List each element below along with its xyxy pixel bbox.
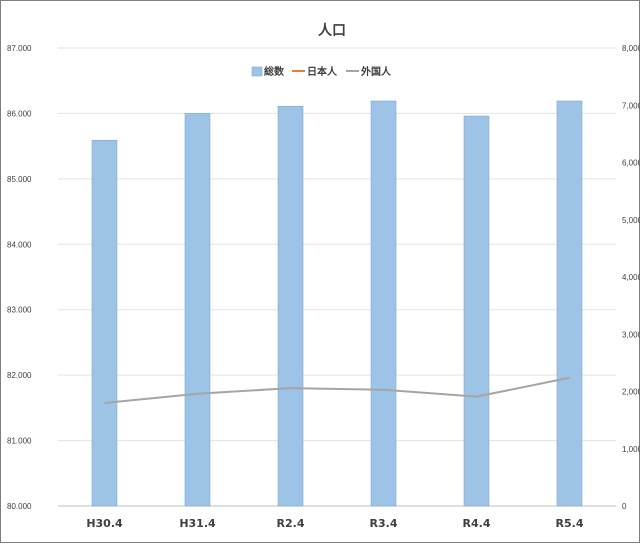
legend-label: 総数 bbox=[264, 65, 285, 78]
legend-label: 日本人 bbox=[307, 65, 338, 78]
gridlines bbox=[58, 47, 616, 507]
bar-total bbox=[556, 100, 583, 507]
right-axis-tick-label: 1,000 bbox=[622, 445, 640, 454]
right-axis-tick-label: 7,000 bbox=[622, 101, 640, 110]
right-axis-tick-label: 4,000 bbox=[622, 273, 640, 282]
legend-swatch-total bbox=[251, 66, 263, 77]
category-label: R5.4 bbox=[556, 517, 584, 530]
left-axis-tick-label: 87.000 bbox=[7, 44, 32, 53]
right-axis-tick-label: 3,000 bbox=[622, 330, 640, 339]
right-axis-tick-label: 0 bbox=[622, 502, 627, 511]
right-axis-tick-label: 2,000 bbox=[622, 388, 640, 397]
left-axis-tick-label: 84.000 bbox=[7, 240, 32, 249]
line-foreign bbox=[104, 376, 570, 404]
bar-total bbox=[184, 113, 211, 507]
legend: 総数 日本人 外国人 bbox=[251, 65, 392, 78]
bar-series bbox=[91, 100, 583, 507]
left-axis-tick-label: 86.000 bbox=[7, 109, 32, 118]
right-axis-ticks: 0 1,000 2,000 3,000 4,000 5,000 6,000 7,000 8,00… bbox=[622, 44, 640, 511]
category-label: H30.4 bbox=[86, 517, 123, 530]
bar-total bbox=[277, 105, 304, 507]
left-axis-tick-label: 82.000 bbox=[7, 371, 32, 380]
left-axis-tick-label: 80.000 bbox=[7, 502, 32, 511]
right-axis-tick-label: 6,000 bbox=[622, 159, 640, 168]
left-axis-tick-label: 85.000 bbox=[7, 175, 32, 184]
bar-total bbox=[370, 100, 397, 507]
bar-total bbox=[91, 139, 118, 507]
category-axis-labels: H30.4 H31.4 R2.4 R3.4 R4.4 R5.4 bbox=[86, 517, 583, 530]
category-label: R2.4 bbox=[277, 517, 305, 530]
category-label: R3.4 bbox=[370, 517, 398, 530]
category-label: R4.4 bbox=[463, 517, 491, 530]
right-axis-tick-label: 8,000 bbox=[622, 44, 640, 53]
left-axis-tick-label: 83.000 bbox=[7, 306, 32, 315]
legend-label: 外国人 bbox=[360, 65, 392, 78]
left-axis-ticks: 80.000 81.000 82.000 83.000 84.000 85.000 86.0… bbox=[7, 44, 32, 511]
bar-total bbox=[463, 115, 490, 507]
line-series bbox=[104, 376, 570, 404]
right-axis-tick-label: 5,000 bbox=[622, 216, 640, 225]
category-label: H31.4 bbox=[179, 517, 216, 530]
chart-title: 人口 bbox=[318, 22, 346, 39]
left-axis-tick-label: 81.000 bbox=[7, 437, 32, 446]
